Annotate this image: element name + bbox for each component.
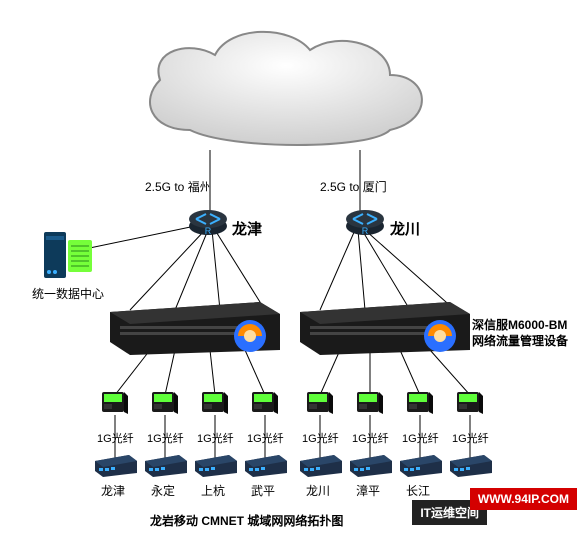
svg-text:R: R bbox=[205, 226, 212, 236]
small-server bbox=[355, 388, 385, 416]
router-right-label: 龙川 bbox=[390, 218, 420, 239]
edge-switch bbox=[450, 455, 492, 477]
router-right: R bbox=[345, 204, 385, 236]
downlink-label: 1G光纤 bbox=[197, 430, 234, 446]
uplink-label-left: 2.5G to 福州 bbox=[145, 178, 212, 195]
cloud-cmnet bbox=[130, 20, 440, 160]
datacenter-label: 统一数据中心 bbox=[32, 285, 104, 302]
small-server bbox=[150, 388, 180, 416]
site-label: 上杭 bbox=[201, 482, 225, 499]
small-server bbox=[305, 388, 335, 416]
site-label: 龙津 bbox=[101, 482, 125, 499]
small-server bbox=[250, 388, 280, 416]
uplink-label-right: 2.5G to 厦门 bbox=[320, 178, 387, 195]
svg-text:R: R bbox=[362, 226, 369, 236]
downlink-label: 1G光纤 bbox=[247, 430, 284, 446]
router-left-label: 龙津 bbox=[232, 218, 262, 239]
edge-switch bbox=[195, 455, 237, 477]
edge-switch bbox=[245, 455, 287, 477]
downlink-label: 1G光纤 bbox=[97, 430, 134, 446]
downlink-label: 1G光纤 bbox=[352, 430, 389, 446]
downlink-label: 1G光纤 bbox=[452, 430, 489, 446]
edge-switch bbox=[300, 455, 342, 477]
core-device-label-1: 深信服M6000-BM bbox=[472, 316, 567, 333]
small-server bbox=[100, 388, 130, 416]
edge-switch bbox=[400, 455, 442, 477]
downlink-label: 1G光纤 bbox=[402, 430, 439, 446]
core-device-left bbox=[110, 300, 280, 355]
edge-switch bbox=[95, 455, 137, 477]
datacenter-server bbox=[40, 228, 95, 283]
router-left: R bbox=[188, 204, 228, 236]
edge-switch bbox=[145, 455, 187, 477]
edge-switch bbox=[350, 455, 392, 477]
diagram-caption: 龙岩移动 CMNET 城域网网络拓扑图 bbox=[150, 512, 343, 529]
small-server bbox=[405, 388, 435, 416]
core-device-label-2: 网络流量管理设备 bbox=[472, 332, 568, 349]
small-server bbox=[200, 388, 230, 416]
site-label: 永定 bbox=[151, 482, 175, 499]
downlink-label: 1G光纤 bbox=[147, 430, 184, 446]
site-label: 武平 bbox=[251, 482, 275, 499]
site-label: 龙川 bbox=[306, 482, 330, 499]
small-server bbox=[455, 388, 485, 416]
site-label: 长江 bbox=[406, 482, 430, 499]
downlink-label: 1G光纤 bbox=[302, 430, 339, 446]
banner-red: WWW.94IP.COM bbox=[470, 488, 577, 510]
site-label: 漳平 bbox=[356, 482, 380, 499]
core-device-right bbox=[300, 300, 470, 355]
